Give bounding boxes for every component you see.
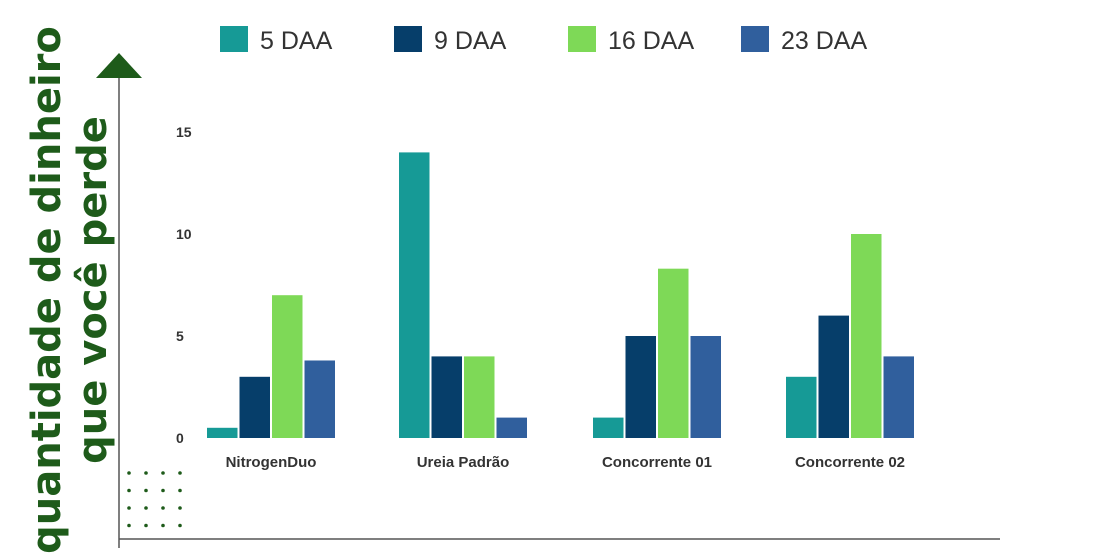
legend-label: 5 DAA [260,27,333,55]
decorative-dot [161,523,165,528]
y-axis-label: quantidade de dinheiro que você perde [24,26,116,554]
y-tick-label: 5 [176,328,184,344]
bar [207,427,238,438]
y-axis-arrow [96,53,142,78]
bar [658,268,689,438]
decorative-dot [178,523,182,528]
legend-label: 23 DAA [781,27,867,55]
bar [272,295,303,438]
bar [818,315,849,438]
category-label: NitrogenDuo [226,454,317,471]
y-axis-label-line-2: que você perde [70,116,116,464]
y-axis-label-area: quantidade de dinheiro que você perde [0,0,116,554]
legend-swatch [568,26,596,52]
decorative-dot [127,471,131,475]
y-tick-labels: 0 5 10 15 [176,124,192,446]
legend: 5 DAA 9 DAA 16 DAA 23 DAA [220,26,867,55]
decorative-dot [161,506,165,510]
decorative-dot [127,523,131,528]
decorative-dot [144,506,148,510]
decorative-dot [178,471,182,475]
decorative-dot [144,523,148,528]
bar [883,356,914,438]
category-labels: NitrogenDuo Ureia Padrão Concorrente 01 Con… [226,454,905,471]
bar [851,234,882,438]
bar [625,336,656,438]
decorative-dots [127,471,182,528]
decorative-dot [127,488,131,493]
y-axis-label-line-1: quantidade de dinheiro [24,26,70,554]
category-label: Concorrente 01 [602,454,712,471]
bar [239,376,270,438]
bars [207,152,914,438]
legend-swatch [220,26,248,52]
category-label: Ureia Padrão [417,454,510,471]
bar [496,417,527,438]
legend-swatch [741,26,769,52]
category-label: Concorrente 02 [795,454,905,471]
y-tick-label: 0 [176,430,184,446]
legend-label: 16 DAA [608,27,694,55]
bar [593,417,624,438]
decorative-dot [127,506,131,510]
bar [399,152,430,438]
bar [464,356,495,438]
decorative-dot [144,488,148,493]
bar [431,356,462,438]
decorative-dot [178,506,182,510]
bar [304,360,335,438]
decorative-dot [161,471,165,475]
legend-swatch [394,26,422,52]
y-tick-label: 10 [176,226,192,242]
bar [690,336,721,438]
legend-label: 9 DAA [434,27,507,55]
bar [786,376,817,438]
decorative-dot [178,488,182,493]
decorative-dot [161,488,165,493]
decorative-dot [144,471,148,475]
y-tick-label: 15 [176,124,192,140]
